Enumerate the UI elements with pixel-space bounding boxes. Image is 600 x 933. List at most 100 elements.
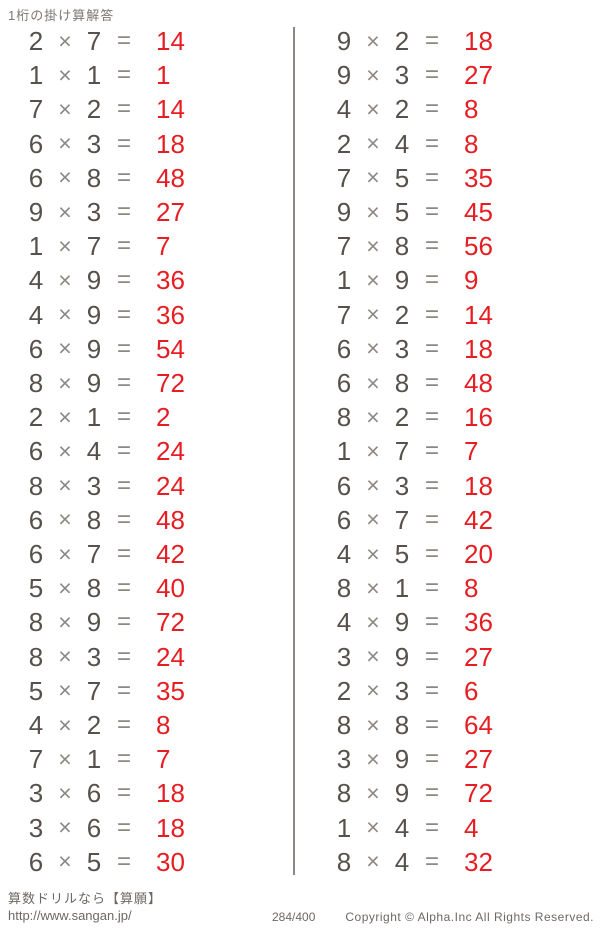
operand-b: 3 <box>86 128 102 159</box>
equation-row: 9 × 5 = 45 <box>330 197 580 227</box>
operand-a: 9 <box>336 26 352 56</box>
equation-row: 4 × 9 = 36 <box>330 607 580 637</box>
footer-site-url: http://www.sangan.jp/ <box>8 908 132 923</box>
times-symbol: × <box>58 677 72 704</box>
answer: 24 <box>156 436 185 467</box>
answer: 27 <box>464 744 493 775</box>
times-symbol: × <box>58 130 72 157</box>
equals-symbol: = <box>116 437 131 465</box>
equals-symbol: = <box>116 471 131 499</box>
operand-b: 2 <box>86 94 102 125</box>
answer: 72 <box>156 368 185 399</box>
answer: 36 <box>464 607 493 638</box>
operand-b: 9 <box>394 744 410 775</box>
operand-a: 6 <box>28 128 44 159</box>
answer: 14 <box>156 26 185 56</box>
times-symbol: × <box>366 574 380 601</box>
operand-b: 5 <box>394 162 410 193</box>
times-symbol: × <box>366 506 380 533</box>
times-symbol: × <box>58 61 72 88</box>
answer: 7 <box>156 231 171 262</box>
operand-b: 8 <box>394 710 410 741</box>
times-symbol: × <box>58 27 72 54</box>
equals-symbol: = <box>424 711 439 739</box>
equals-symbol: = <box>116 847 131 875</box>
equation-row: 6 × 8 = 48 <box>22 163 272 193</box>
operand-a: 4 <box>28 710 44 741</box>
answer: 8 <box>464 94 479 125</box>
operand-a: 9 <box>336 60 352 91</box>
times-symbol: × <box>58 369 72 396</box>
equals-symbol: = <box>424 676 439 704</box>
equals-symbol: = <box>116 27 131 54</box>
equation-row: 6 × 7 = 42 <box>22 539 272 569</box>
operand-a: 9 <box>28 197 44 228</box>
equation-row: 4 × 9 = 36 <box>22 265 272 295</box>
operand-a: 6 <box>336 333 352 364</box>
operand-b: 9 <box>86 265 102 296</box>
answer: 7 <box>156 744 171 775</box>
times-symbol: × <box>366 130 380 157</box>
equals-symbol: = <box>116 676 131 704</box>
answer: 36 <box>156 265 185 296</box>
equation-row: 6 × 3 = 18 <box>330 471 580 501</box>
operand-b: 8 <box>394 231 410 262</box>
operand-b: 9 <box>86 607 102 638</box>
equation-row: 3 × 6 = 18 <box>22 778 272 808</box>
answer: 27 <box>464 60 493 91</box>
equation-row: 1 × 7 = 7 <box>22 231 272 261</box>
operand-b: 2 <box>394 299 410 330</box>
operand-a: 1 <box>28 231 44 262</box>
times-symbol: × <box>58 164 72 191</box>
equals-symbol: = <box>424 437 439 465</box>
equation-row: 1 × 7 = 7 <box>330 436 580 466</box>
operand-a: 6 <box>336 470 352 501</box>
equation-row: 1 × 1 = 1 <box>22 60 272 90</box>
operand-b: 5 <box>86 846 102 877</box>
operand-a: 8 <box>28 641 44 672</box>
operand-b: 3 <box>394 470 410 501</box>
times-symbol: × <box>366 95 380 122</box>
equals-symbol: = <box>116 129 131 157</box>
answer: 18 <box>156 812 185 843</box>
operand-b: 1 <box>86 744 102 775</box>
equals-symbol: = <box>424 505 439 533</box>
equation-row: 7 × 2 = 14 <box>22 94 272 124</box>
operand-b: 1 <box>86 402 102 433</box>
equals-symbol: = <box>424 745 439 773</box>
equation-row: 8 × 9 = 72 <box>330 778 580 808</box>
equals-symbol: = <box>424 300 439 328</box>
operand-a: 3 <box>28 778 44 809</box>
operand-b: 2 <box>86 710 102 741</box>
answer: 36 <box>156 299 185 330</box>
footer-site-name: 算数ドリルなら【算願】 <box>8 891 163 906</box>
times-symbol: × <box>366 232 380 259</box>
operand-b: 7 <box>86 539 102 570</box>
operand-a: 8 <box>28 607 44 638</box>
column-divider <box>293 27 295 875</box>
equals-symbol: = <box>116 711 131 739</box>
equals-symbol: = <box>116 198 131 226</box>
times-symbol: × <box>58 403 72 430</box>
answer: 20 <box>464 539 493 570</box>
times-symbol: × <box>58 711 72 738</box>
answer: 32 <box>464 846 493 877</box>
times-symbol: × <box>366 540 380 567</box>
times-symbol: × <box>58 335 72 362</box>
answer: 18 <box>464 470 493 501</box>
equals-symbol: = <box>424 232 439 260</box>
operand-a: 6 <box>28 333 44 364</box>
times-symbol: × <box>366 301 380 328</box>
answer: 42 <box>464 504 493 535</box>
equation-row: 8 × 9 = 72 <box>22 368 272 398</box>
equals-symbol: = <box>116 403 131 431</box>
equation-row: 7 × 5 = 35 <box>330 163 580 193</box>
equals-symbol: = <box>116 369 131 397</box>
operand-b: 9 <box>86 299 102 330</box>
times-symbol: × <box>366 164 380 191</box>
answer: 24 <box>156 641 185 672</box>
equation-row: 5 × 8 = 40 <box>22 573 272 603</box>
equation-row: 6 × 5 = 30 <box>22 847 272 877</box>
answer: 48 <box>464 368 493 399</box>
